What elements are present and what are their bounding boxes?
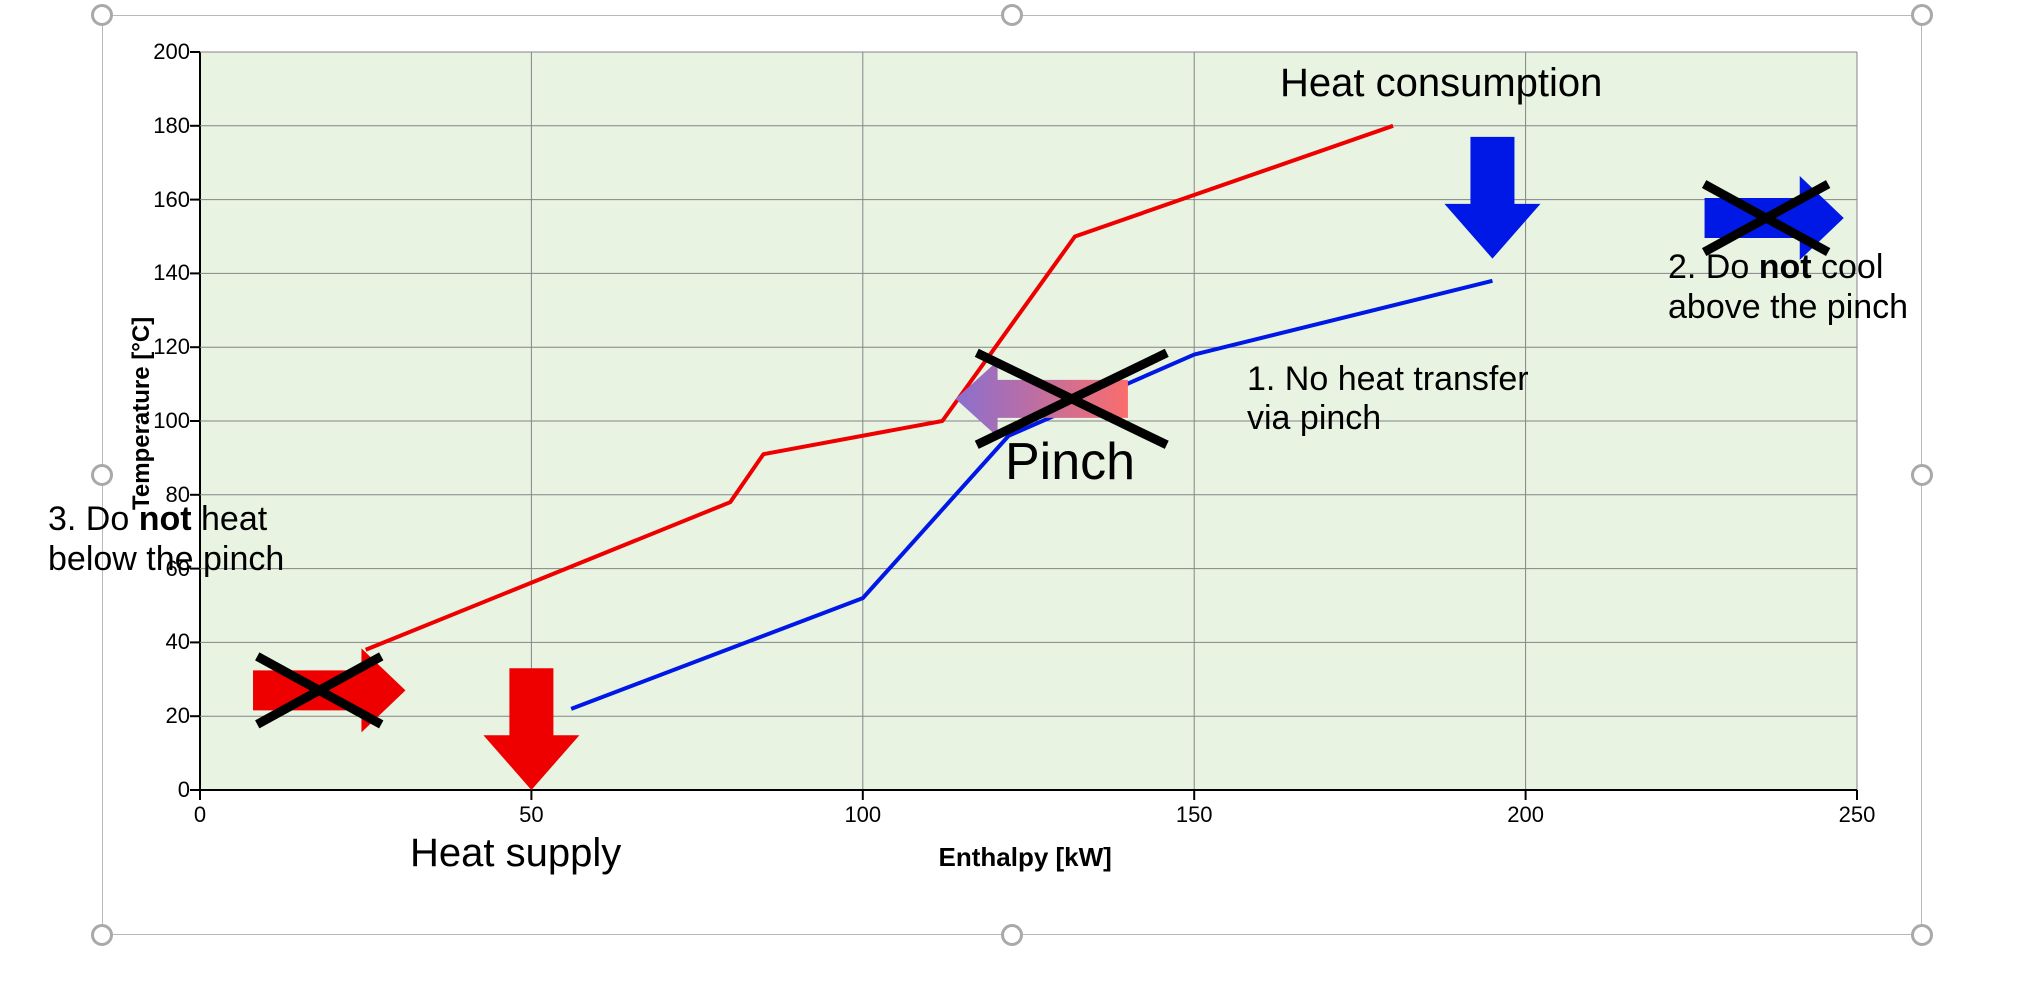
y-tick-label: 100 [130,408,190,434]
selection-handle[interactable] [1911,4,1933,26]
y-tick-label: 40 [130,629,190,655]
y-tick-label: 0 [130,777,190,803]
selection-handle[interactable] [91,464,113,486]
y-tick-label: 200 [130,39,190,65]
selection-handle[interactable] [1911,924,1933,946]
label-rule-2-line1: 2. Do not cool [1668,248,1883,287]
x-tick-label: 50 [501,802,561,828]
x-tick-label: 0 [170,802,230,828]
y-tick-label: 120 [130,334,190,360]
label-pinch: Pinch [1005,433,1135,493]
selection-handle[interactable] [91,924,113,946]
label-heat-supply: Heat supply [410,830,621,876]
x-tick-label: 100 [833,802,893,828]
label-heat-consumption: Heat consumption [1280,60,1602,106]
label-rule-1: 1. No heat transfervia pinch [1247,360,1529,438]
chart-svg [200,52,1857,790]
chart-plot-area [200,52,1857,790]
x-tick-label: 250 [1827,802,1887,828]
x-axis-title: Enthalpy [kW] [939,842,1112,873]
selection-handle[interactable] [1001,924,1023,946]
y-tick-label: 160 [130,187,190,213]
selection-handle[interactable] [1911,464,1933,486]
selection-handle[interactable] [91,4,113,26]
y-tick-label: 140 [130,260,190,286]
y-tick-label: 60 [130,556,190,582]
selection-handle[interactable] [1001,4,1023,26]
y-tick-label: 180 [130,113,190,139]
x-tick-label: 200 [1496,802,1556,828]
y-tick-label: 20 [130,703,190,729]
x-tick-label: 150 [1164,802,1224,828]
label-rule-2-line2: above the pinch [1668,288,1908,327]
y-tick-label: 80 [130,482,190,508]
